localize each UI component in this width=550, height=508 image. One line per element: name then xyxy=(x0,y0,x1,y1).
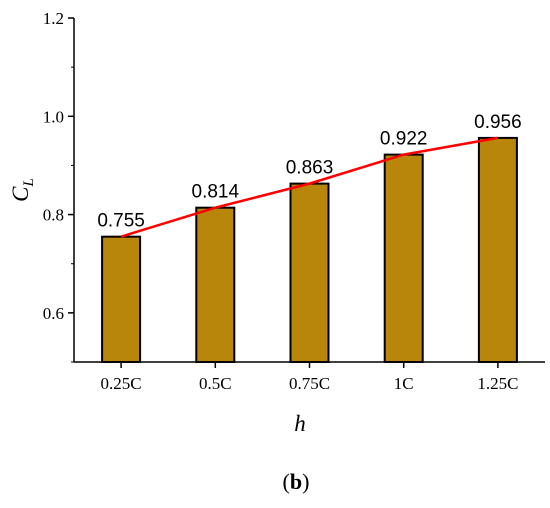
y-tick-label: 0.6 xyxy=(43,304,64,323)
caption-letter: b xyxy=(290,469,302,494)
caption-open-paren: ( xyxy=(283,469,290,494)
trend-line xyxy=(120,136,499,238)
bar-0.25C xyxy=(101,235,142,363)
x-tick-label: 0.75C xyxy=(289,374,330,393)
data-label-0.75C: 0.863 xyxy=(286,158,334,179)
x-tick-label: 0.25C xyxy=(101,374,142,393)
y-tick-label: 1.2 xyxy=(43,9,64,28)
bar-1.25C xyxy=(477,136,518,363)
data-label-1.25C: 0.956 xyxy=(474,112,522,133)
y-axis-title-main: C xyxy=(8,186,33,202)
x-tick-label: 0.5C xyxy=(199,374,232,393)
x-ticks-group: 0.25C 0.5C 0.75C 1C 1.25C xyxy=(101,362,518,393)
y-ticks-group: 0.6 0.8 1.0 1.2 xyxy=(43,9,74,363)
data-labels-group: 0.755 0.814 0.863 0.922 0.956 xyxy=(97,112,521,232)
y-tick-label: 0.8 xyxy=(43,206,64,225)
x-tick-label: 1.25C xyxy=(477,374,518,393)
data-label-0.25C: 0.755 xyxy=(97,211,145,232)
x-tick-label: 1C xyxy=(394,374,414,393)
bar-0.75C xyxy=(289,182,330,363)
y-axis-title: CL xyxy=(8,178,37,202)
bar-1C xyxy=(383,153,424,363)
caption-close-paren: ) xyxy=(302,469,309,494)
bar-0.5C xyxy=(195,206,236,363)
data-label-1C: 0.922 xyxy=(380,129,428,150)
data-label-0.5C: 0.814 xyxy=(192,182,240,203)
y-tick-label: 1.0 xyxy=(43,107,64,126)
x-axis-title: h xyxy=(294,411,306,436)
y-axis-title-subscript: L xyxy=(21,178,37,187)
figure-caption: (b) xyxy=(283,469,310,494)
